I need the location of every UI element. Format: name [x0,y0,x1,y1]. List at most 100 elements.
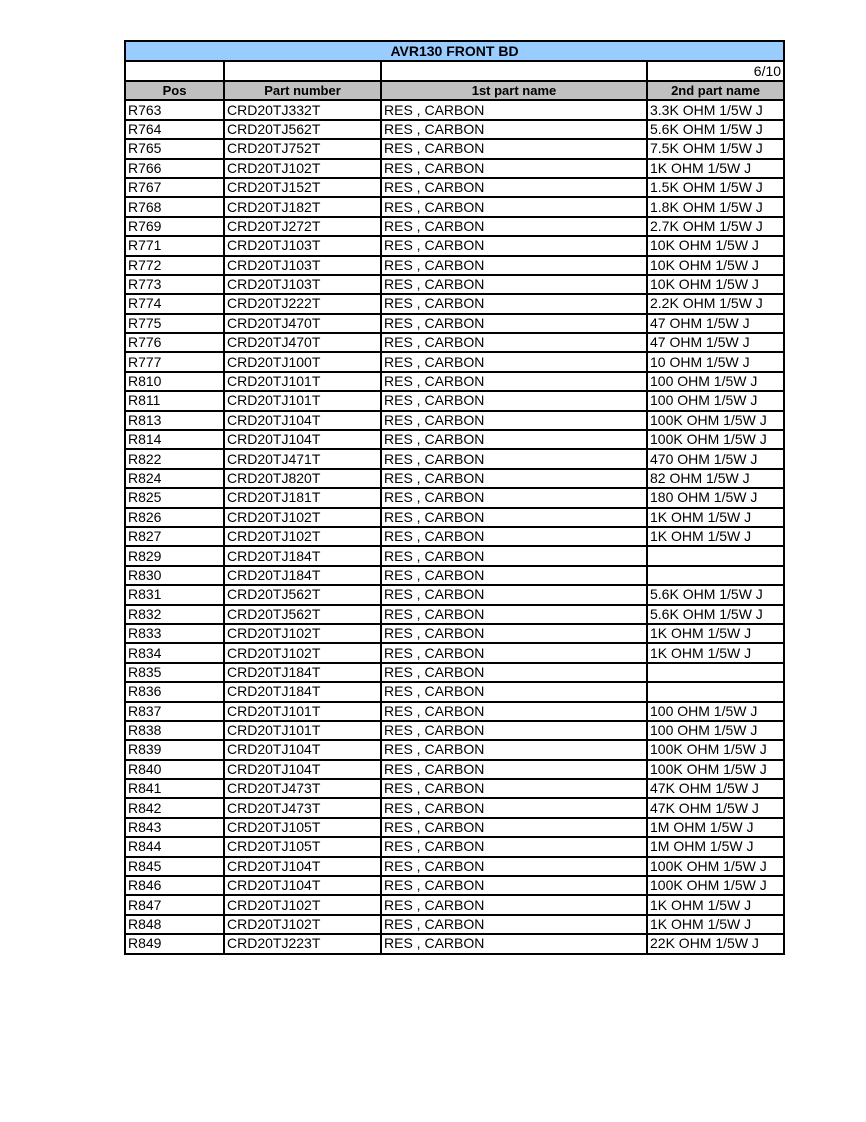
first-part-name-cell: RES , CARBON [380,545,648,567]
first-part-name-cell: RES , CARBON [380,487,648,509]
part-number-cell: CRD20TJ101T [223,700,382,722]
table-row: R842 CRD20TJ473T RES , CARBON 47K OHM 1/5W … [124,797,786,819]
part-number-cell: CRD20TJ102T [223,642,382,664]
part-number-cell: CRD20TJ470T [223,332,382,354]
header-row: Pos Part number 1st part name 2nd part n… [124,79,786,102]
pos-cell: R767 [124,176,225,199]
part-number-cell: CRD20TJ104T [223,855,382,878]
pos-cell: R765 [124,138,225,160]
pos-cell: R835 [124,661,225,684]
table-row: R845 CRD20TJ104T RES , CARBON 100K OHM 1/5W… [124,855,786,878]
table-row: R777 CRD20TJ100T RES , CARBON 10 OHM 1/5W J [124,351,786,373]
part-number-cell: CRD20TJ104T [223,409,382,432]
document-title: AVR130 FRONT BD [123,40,786,62]
pos-cell: R810 [124,370,225,393]
second-part-name-cell: 10K OHM 1/5W J [645,254,786,276]
part-number-cell: CRD20TJ104T [223,874,382,897]
table-row: R849 CRD20TJ223T RES , CARBON 22K OHM 1/5W … [124,933,786,955]
first-part-name-cell: RES , CARBON [380,118,648,141]
first-part-name-cell: RES , CARBON [380,196,648,218]
second-part-name-cell: 1.8K OHM 1/5W J [645,196,786,218]
first-part-name-cell: RES , CARBON [380,719,648,742]
second-part-name-cell: 100K OHM 1/5W J [645,874,786,897]
table-row: R832 CRD20TJ562T RES , CARBON 5.6K OHM 1/5W… [124,603,786,625]
second-part-name-cell: 7.5K OHM 1/5W J [645,138,786,160]
second-part-name-cell: 100K OHM 1/5W J [645,409,786,432]
pos-cell: R766 [124,157,225,179]
second-part-name-cell: 100K OHM 1/5W J [645,429,786,451]
table-row: R766 CRD20TJ102T RES , CARBON 1K OHM 1/5W J [124,157,786,179]
pos-cell: R822 [124,448,225,470]
pos-cell: R830 [124,564,225,587]
pos-cell: R839 [124,739,225,761]
pos-cell: R832 [124,603,225,625]
second-part-name-cell: 100 OHM 1/5W J [645,390,786,412]
pos-cell: R826 [124,506,225,529]
table-row: R837 CRD20TJ101T RES , CARBON 100 OHM 1/5W … [124,700,786,722]
table-row: R773 CRD20TJ103T RES , CARBON 10K OHM 1/5W … [124,273,786,296]
pos-cell: R769 [124,215,225,238]
second-part-name-cell [645,661,786,684]
first-part-name-cell: RES , CARBON [380,739,648,761]
title-row: AVR130 FRONT BD [123,40,786,62]
second-part-name-cell: 1K OHM 1/5W J [645,642,786,664]
part-number-cell: CRD20TJ102T [223,894,382,916]
pos-cell: R811 [124,390,225,412]
part-number-cell: CRD20TJ102T [223,525,382,548]
first-part-name-cell: RES , CARBON [380,351,648,373]
table-row: R764 CRD20TJ562T RES , CARBON 5.6K OHM 1/5W… [124,118,786,141]
part-number-cell: CRD20TJ104T [223,758,382,781]
second-part-name-cell: 100 OHM 1/5W J [645,719,786,742]
part-number-cell: CRD20TJ103T [223,235,382,257]
table-row: R844 CRD20TJ105T RES , CARBON 1M OHM 1/5W J [124,836,786,858]
first-part-name-cell: RES , CARBON [380,390,648,412]
table-row: R763 CRD20TJ332T RES , CARBON 3.3K OHM 1/5W… [124,99,786,121]
pos-cell: R833 [124,622,225,645]
part-number-cell: CRD20TJ101T [223,370,382,393]
part-number-cell: CRD20TJ223T [223,933,382,955]
second-part-name-cell: 1K OHM 1/5W J [645,525,786,548]
second-part-name-cell: 100K OHM 1/5W J [645,739,786,761]
pos-cell: R831 [124,584,225,606]
table-row: R840 CRD20TJ104T RES , CARBON 100K OHM 1/5W… [124,758,786,781]
pos-cell: R776 [124,332,225,354]
second-part-name-cell: 1K OHM 1/5W J [645,622,786,645]
first-part-name-cell: RES , CARBON [380,797,648,819]
table-row: R834 CRD20TJ102T RES , CARBON 1K OHM 1/5W J [124,642,786,664]
second-part-name-cell: 47K OHM 1/5W J [645,797,786,819]
first-part-name-cell: RES , CARBON [380,138,648,160]
first-part-name-cell: RES , CARBON [380,99,648,121]
part-number-cell: CRD20TJ184T [223,661,382,684]
part-number-cell: CRD20TJ103T [223,273,382,296]
empty-cell [223,60,382,82]
first-part-name-cell: RES , CARBON [380,176,648,199]
first-part-name-cell: RES , CARBON [380,467,648,490]
second-part-name-cell: 180 OHM 1/5W J [645,487,786,509]
column-header-part-number: Part number [223,79,382,102]
second-part-name-cell: 1M OHM 1/5W J [645,836,786,858]
part-number-cell: CRD20TJ101T [223,390,382,412]
second-part-name-cell: 100 OHM 1/5W J [645,370,786,393]
first-part-name-cell: RES , CARBON [380,409,648,432]
pos-cell: R838 [124,719,225,742]
pos-cell: R840 [124,758,225,781]
table-row: R843 CRD20TJ105T RES , CARBON 1M OHM 1/5W J [124,816,786,839]
pos-cell: R843 [124,816,225,839]
empty-cell [124,60,225,82]
table-row: R839 CRD20TJ104T RES , CARBON 100K OHM 1/5W… [124,739,786,761]
table-row: R776 CRD20TJ470T RES , CARBON 47 OHM 1/5W J [124,332,786,354]
second-part-name-cell: 470 OHM 1/5W J [645,448,786,470]
pos-cell: R848 [124,913,225,936]
first-part-name-cell: RES , CARBON [380,758,648,781]
second-part-name-cell: 1M OHM 1/5W J [645,816,786,839]
pos-cell: R846 [124,874,225,897]
table-row: R769 CRD20TJ272T RES , CARBON 2.7K OHM 1/5W… [124,215,786,238]
column-header-2nd-part-name: 2nd part name [645,79,786,102]
part-number-cell: CRD20TJ562T [223,603,382,625]
table-row: R775 CRD20TJ470T RES , CARBON 47 OHM 1/5W J [124,312,786,335]
first-part-name-cell: RES , CARBON [380,448,648,470]
first-part-name-cell: RES , CARBON [380,584,648,606]
pos-cell: R813 [124,409,225,432]
pos-cell: R845 [124,855,225,878]
pos-cell: R775 [124,312,225,335]
